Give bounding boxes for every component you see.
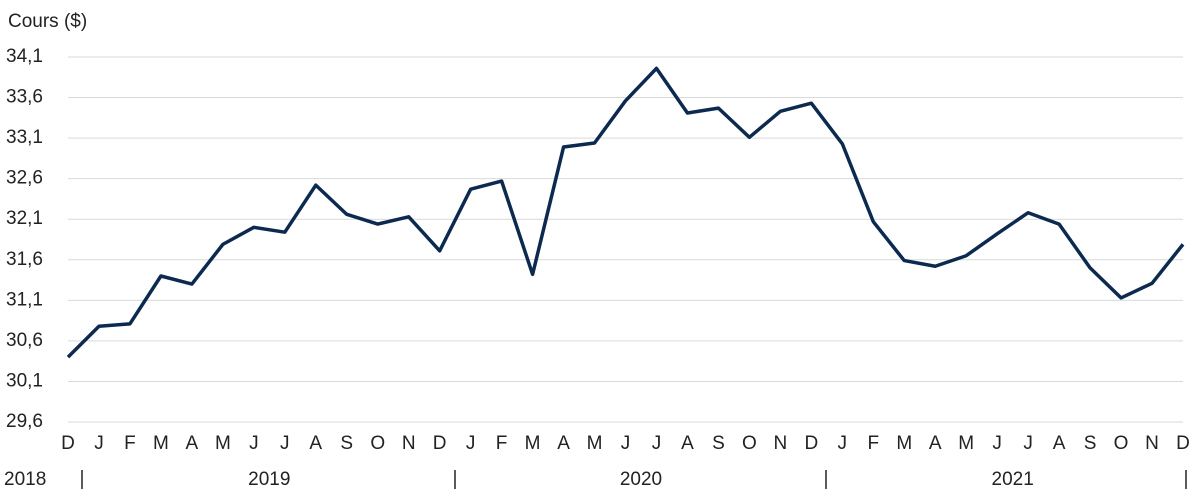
x-tick-label: J xyxy=(621,433,631,454)
y-tick-label: 34,1 xyxy=(6,46,43,67)
x-tick-label: A xyxy=(681,433,694,454)
x-tick-label: N xyxy=(402,433,416,454)
x-tick-label: D xyxy=(61,433,75,454)
y-tick-label: 31,6 xyxy=(6,249,43,270)
y-tick-label: 31,1 xyxy=(6,289,43,310)
x-tick-label: A xyxy=(1053,433,1066,454)
x-tick-label: N xyxy=(1145,433,1159,454)
x-tick-label: M xyxy=(215,433,231,454)
x-tick-label: M xyxy=(958,433,974,454)
y-tick-label: 33,1 xyxy=(6,127,43,148)
x-tick-label: A xyxy=(557,433,570,454)
year-label: 2018 xyxy=(4,469,46,489)
year-label: 2021 xyxy=(992,469,1034,489)
x-tick-label: O xyxy=(370,433,385,454)
x-tick-label: S xyxy=(1084,433,1097,454)
year-label: 2019 xyxy=(248,469,290,489)
y-tick-label: 29,6 xyxy=(6,411,43,432)
x-tick-label: J xyxy=(94,433,104,454)
x-tick-label: M xyxy=(587,433,603,454)
x-tick-label: J xyxy=(992,433,1002,454)
x-tick-label: O xyxy=(742,433,757,454)
x-tick-label: A xyxy=(309,433,322,454)
y-axis-label: Cours ($) xyxy=(8,11,87,32)
x-tick-label: F xyxy=(867,433,879,454)
x-tick-label: J xyxy=(249,433,259,454)
x-tick-label: O xyxy=(1114,433,1129,454)
year-label: 2020 xyxy=(620,469,662,489)
y-tick-label: 33,6 xyxy=(6,87,43,108)
x-tick-label: J xyxy=(466,433,476,454)
x-tick-label: N xyxy=(773,433,787,454)
x-tick-label: J xyxy=(838,433,848,454)
x-tick-label: F xyxy=(124,433,136,454)
x-tick-label: A xyxy=(186,433,199,454)
x-tick-label: D xyxy=(804,433,818,454)
x-tick-label: M xyxy=(153,433,169,454)
data-line xyxy=(66,66,1185,359)
y-tick-label: 30,1 xyxy=(6,370,43,391)
y-tick-label: 32,1 xyxy=(6,208,43,229)
x-tick-label: J xyxy=(280,433,290,454)
y-tick-label: 30,6 xyxy=(6,330,43,351)
x-tick-label: S xyxy=(712,433,725,454)
x-tick-label: M xyxy=(525,433,541,454)
x-tick-label: J xyxy=(1023,433,1033,454)
x-tick-label: A xyxy=(929,433,942,454)
x-tick-label: M xyxy=(896,433,912,454)
x-tick-label: J xyxy=(652,433,662,454)
x-tick-label: D xyxy=(1176,433,1190,454)
y-tick-label: 32,6 xyxy=(6,168,43,189)
x-tick-label: D xyxy=(433,433,447,454)
x-tick-label: S xyxy=(340,433,353,454)
x-tick-label: F xyxy=(496,433,508,454)
